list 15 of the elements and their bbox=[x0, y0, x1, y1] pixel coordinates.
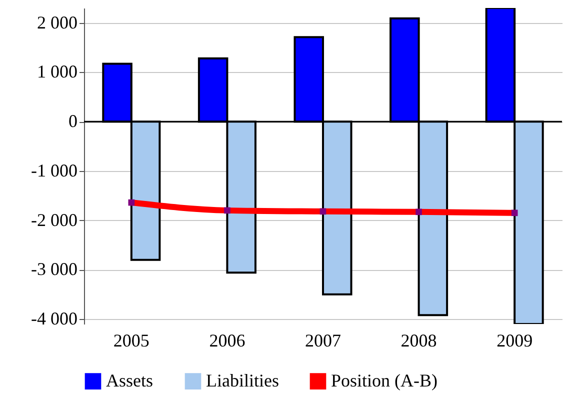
x-tick-label: 2005 bbox=[113, 330, 150, 350]
x-tick-label: 2009 bbox=[496, 330, 533, 350]
legend-label: Position (A-B) bbox=[331, 370, 438, 390]
y-tick-label: -3 000 bbox=[31, 259, 78, 280]
y-tick-label: -2 000 bbox=[31, 210, 78, 230]
legend-label: Assets bbox=[106, 370, 154, 390]
y-tick-label: 1 000 bbox=[37, 62, 78, 82]
y-tick-label: 0 bbox=[68, 111, 78, 132]
x-tick-label: 2007 bbox=[305, 330, 341, 350]
x-tick-label: 2006 bbox=[209, 330, 246, 350]
y-tick-label: -1 000 bbox=[31, 160, 78, 180]
x-tick-label: 2008 bbox=[400, 330, 437, 350]
legend-label: Liabilities bbox=[206, 370, 279, 390]
y-tick-label: 2 000 bbox=[37, 12, 78, 32]
y-tick-label: -4 000 bbox=[31, 308, 78, 329]
